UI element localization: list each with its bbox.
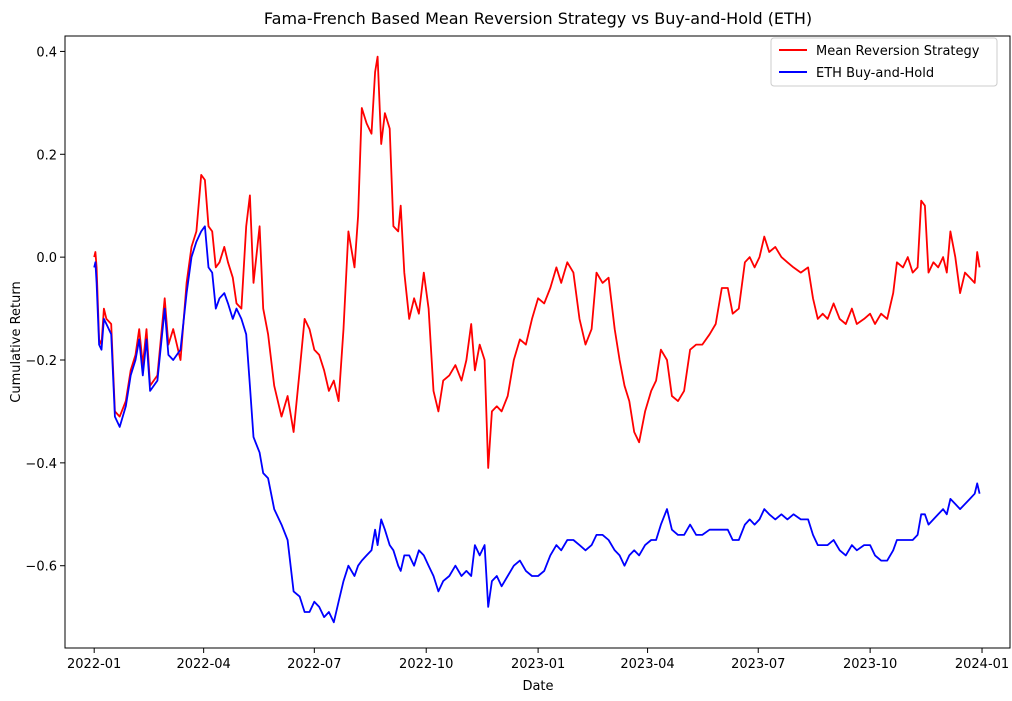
series-layer (93, 55, 981, 624)
x-axis-title: Date (522, 679, 553, 694)
y-axis: −0.6 −0.4 −0.2 0.0 0.2 0.4 (25, 45, 65, 575)
y-tick-label: −0.4 (25, 457, 57, 472)
legend-label-mean-reversion: Mean Reversion Strategy (816, 44, 980, 59)
x-tick-label: 2022-07 (287, 657, 341, 672)
plot-frame (64, 35, 1011, 649)
y-tick-label: −0.2 (25, 354, 57, 369)
legend-box (770, 37, 998, 87)
x-tick-label: 2023-04 (620, 657, 674, 672)
y-tick-label: 0.0 (36, 251, 57, 266)
legend: Mean Reversion Strategy ETH Buy-and-Hold (770, 37, 998, 87)
y-tick-label: 0.2 (36, 148, 57, 163)
x-tick-label: 2023-07 (731, 657, 785, 672)
y-tick-label: 0.4 (36, 45, 57, 60)
x-tick-label: 2022-04 (176, 657, 230, 672)
series-line-mean-reversion (93, 55, 981, 469)
x-tick-label: 2022-01 (67, 657, 121, 672)
x-tick-label: 2022-10 (399, 657, 453, 672)
x-tick-label: 2023-01 (511, 657, 565, 672)
series-line-eth-buy-and-hold (93, 225, 981, 624)
x-tick-label: 2024-01 (955, 657, 1009, 672)
y-tick-label: −0.6 (25, 560, 57, 575)
legend-label-eth-buy-and-hold: ETH Buy-and-Hold (816, 66, 934, 81)
y-axis-title: Cumulative Return (9, 281, 24, 402)
x-axis: 2022-01 2022-04 2022-07 2022-10 2023-01 2023-… (67, 648, 1009, 672)
x-tick-label: 2023-10 (843, 657, 897, 672)
chart-title: Fama-French Based Mean Reversion Strateg… (264, 9, 812, 28)
plot-area (64, 35, 1011, 649)
